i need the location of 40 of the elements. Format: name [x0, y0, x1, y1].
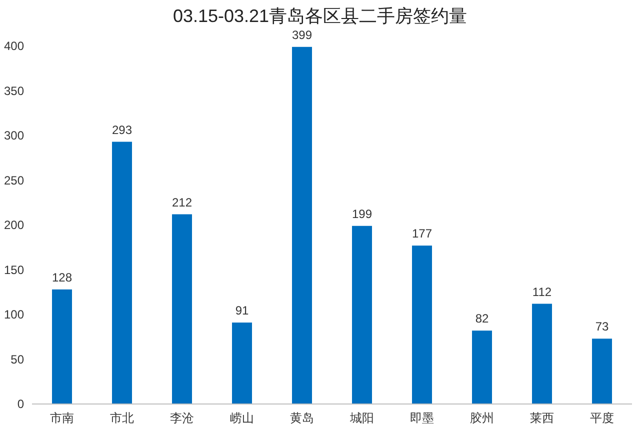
y-tick-label: 400	[4, 39, 24, 53]
data-label: 293	[112, 122, 132, 137]
data-label: 112	[532, 284, 552, 299]
bar	[592, 338, 612, 404]
y-tick-label: 200	[4, 218, 24, 232]
bar	[352, 226, 372, 404]
bar	[532, 304, 552, 404]
y-tick-label: 100	[4, 308, 24, 322]
bar	[172, 214, 192, 404]
x-tick-label: 平度	[590, 411, 614, 425]
x-tick-label: 城阳	[349, 411, 374, 425]
x-tick-label: 即墨	[410, 411, 434, 425]
x-tick-label: 崂山	[230, 411, 254, 425]
data-label: 128	[52, 270, 72, 284]
data-label: 73	[595, 320, 609, 334]
x-tick-label: 黄岛	[290, 411, 314, 425]
x-tick-label: 李沧	[170, 411, 194, 425]
bar	[52, 289, 72, 404]
data-label: 212	[172, 195, 192, 210]
x-tick-label: 胶州	[470, 411, 494, 425]
y-tick-label: 0	[17, 397, 24, 411]
data-label: 82	[475, 312, 489, 326]
data-label: 199	[352, 206, 372, 221]
y-tick-label: 150	[4, 262, 24, 277]
data-label: 91	[235, 304, 249, 318]
y-tick-label: 50	[10, 352, 24, 366]
x-tick-label: 莱西	[530, 411, 554, 425]
data-label: 177	[412, 226, 432, 241]
y-tick-label: 350	[4, 84, 24, 98]
data-label: 399	[292, 28, 312, 42]
bar	[112, 142, 132, 404]
bar	[472, 330, 492, 404]
bar	[412, 246, 432, 404]
bar	[232, 322, 252, 404]
bar	[292, 46, 312, 404]
x-tick-label: 市南	[50, 411, 74, 425]
x-tick-label: 市北	[110, 411, 134, 425]
chart-title: 03.15-03.21青岛各区县二手房签约量	[172, 6, 468, 26]
y-tick-label: 250	[4, 173, 24, 188]
y-tick-label: 300	[4, 128, 24, 142]
